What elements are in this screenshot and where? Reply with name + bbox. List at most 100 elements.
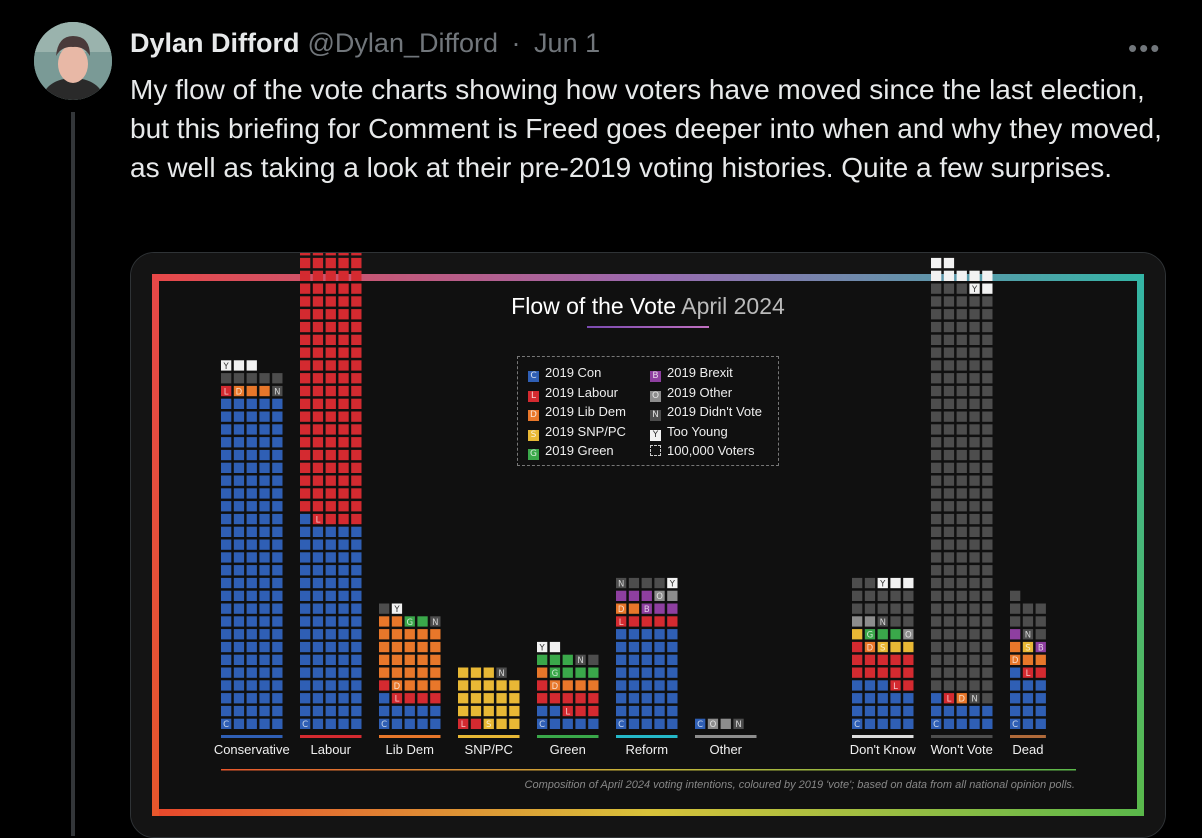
- waffle-cell: [221, 552, 232, 563]
- waffle-cell: [982, 577, 993, 589]
- waffle-cell: [943, 437, 955, 448]
- author-name[interactable]: Dylan Difford: [130, 28, 300, 58]
- waffle-cell: [931, 437, 942, 448]
- legend-label: 2019 Didn't Vote: [667, 404, 762, 419]
- waffle-cell: [233, 437, 245, 448]
- waffle-cell: [537, 654, 548, 665]
- waffle-cell: [496, 705, 507, 717]
- waffle-cell: [404, 629, 415, 640]
- waffle-cell: [325, 398, 336, 409]
- waffle-cell: [233, 539, 245, 550]
- waffle-cell: [221, 603, 232, 614]
- waffle-cell: [931, 334, 942, 345]
- waffle-cell: [458, 667, 469, 678]
- waffle-cell: [931, 539, 942, 550]
- waffle-cell: [300, 283, 311, 294]
- waffle-cell: [931, 693, 942, 704]
- tweet-date[interactable]: Jun 1: [534, 28, 601, 58]
- author-handle[interactable]: @Dylan_Difford: [307, 28, 499, 58]
- waffle-cell: [233, 718, 245, 729]
- waffle-cell: [1035, 641, 1046, 653]
- waffle-cell: [877, 616, 888, 627]
- waffle-cell: [246, 539, 257, 550]
- waffle-code: O: [656, 592, 663, 602]
- waffle-cell: [982, 590, 993, 601]
- waffle-cell: [391, 603, 403, 614]
- legend-item: 100,000 Voters: [650, 444, 754, 458]
- waffle-cell: [246, 629, 257, 640]
- waffle-cell: [943, 577, 955, 589]
- waffle-cell: [325, 667, 336, 678]
- category-label: Conservative: [213, 742, 290, 757]
- waffle-cell: [575, 718, 586, 729]
- chart: CLDNYCLDSGBNYCLDGNYLSNCLDGNYCLDBONYCONCL…: [131, 253, 1165, 837]
- waffle-cell: [864, 577, 876, 589]
- waffle-cell: [575, 693, 586, 704]
- category-label: SNP/PC: [464, 742, 513, 757]
- waffle-cell: [956, 718, 967, 729]
- waffle-cell: [903, 680, 914, 691]
- waffle-cell: [616, 577, 627, 589]
- waffle-cell: [969, 667, 980, 678]
- waffle-cell: [943, 590, 955, 601]
- more-horizontal-icon[interactable]: •••: [1128, 33, 1162, 63]
- waffle-cell: [221, 398, 232, 409]
- waffle-cell: [890, 641, 901, 653]
- waffle-cell: [338, 296, 349, 307]
- waffle-cell: [272, 475, 283, 486]
- waffle-cell: [404, 667, 415, 678]
- waffle-cell: [943, 309, 955, 320]
- waffle-cell: [616, 629, 627, 640]
- waffle-cell: [588, 680, 599, 691]
- waffle-cell: [312, 565, 324, 576]
- waffle-cell: [877, 667, 888, 678]
- waffle-cell: [351, 718, 362, 729]
- waffle-code: D: [236, 387, 243, 397]
- waffle-cell: [312, 616, 324, 627]
- waffle-cell: [1035, 718, 1046, 729]
- waffle-cell: [877, 654, 888, 665]
- waffle-cell: [956, 693, 967, 704]
- waffle-cell: [943, 501, 955, 512]
- waffle-cell: [379, 667, 390, 678]
- waffle-cell: [312, 309, 324, 320]
- waffle-cell: [325, 373, 336, 384]
- waffle-cell: [641, 680, 652, 691]
- legend-item: L 2019 Labour: [528, 385, 618, 402]
- waffle-cell: [654, 693, 665, 704]
- waffle-cell: [233, 552, 245, 563]
- waffle-cell: [259, 437, 270, 448]
- waffle-code: C: [1012, 720, 1018, 730]
- legend-label: 100,000 Voters: [667, 443, 755, 458]
- waffle-cell: [943, 629, 955, 640]
- waffle-cell: [956, 321, 967, 333]
- waffle-cell: [233, 360, 245, 371]
- waffle-cell: [931, 488, 942, 499]
- waffle-cell: [956, 360, 967, 371]
- waffle-cell: [233, 449, 245, 461]
- waffle-code: L: [893, 682, 898, 692]
- waffle-cell: [956, 270, 967, 281]
- waffle-cell: [338, 680, 349, 691]
- category-label: Green: [549, 742, 586, 757]
- waffle-cell: [969, 552, 980, 563]
- media-card[interactable]: CLDNYCLDSGBNYCLDGNYLSNCLDGNYCLDBONYCONCL…: [130, 252, 1166, 838]
- waffle-cell: [890, 603, 901, 614]
- waffle-cell: [931, 398, 942, 409]
- waffle-cell: [470, 680, 482, 691]
- waffle-cell: [430, 667, 441, 678]
- waffle-cell: [351, 257, 362, 269]
- waffle-cell: [852, 667, 863, 678]
- waffle-cell: [351, 437, 362, 448]
- legend-item: N 2019 Didn't Vote: [650, 405, 762, 421]
- waffle-cell: [616, 641, 627, 653]
- waffle-cell: [233, 385, 245, 397]
- waffle-cell: [325, 270, 336, 281]
- waffle-cell: [338, 385, 349, 397]
- waffle-cell: [300, 705, 311, 717]
- waffle-cell: [233, 590, 245, 601]
- waffle-cell: [430, 629, 441, 640]
- avatar[interactable]: [34, 22, 112, 100]
- waffle-cell: [588, 667, 599, 678]
- waffle-cell: [1022, 616, 1034, 627]
